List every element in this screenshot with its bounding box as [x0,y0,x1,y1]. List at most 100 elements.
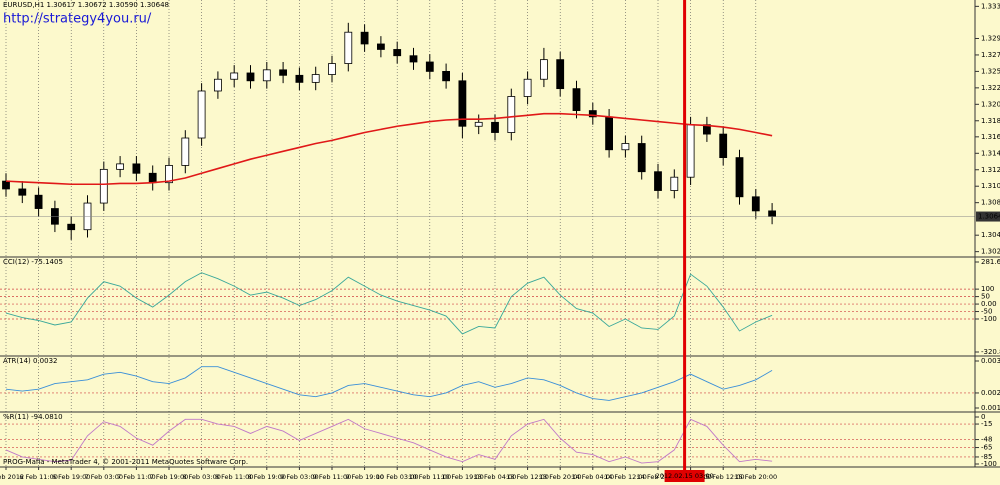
y-tick-label: 0.0037 [981,357,1000,365]
last-price-box [976,211,1000,222]
candle-body [458,80,467,127]
moving-average [5,112,773,186]
candle-body [67,223,76,231]
candle-body [409,55,418,63]
candle-body [393,49,402,57]
candle-body [328,63,336,75]
time-label: 9 Feb 19:00 [345,473,384,481]
time-label: 10 Feb 19:00 [441,473,484,481]
y-tick-label: 1.32920 [981,34,1000,42]
last-price-label: 1.30648 [978,213,1000,221]
candle-body [344,31,353,64]
candle-body [425,61,434,72]
candle-body [588,110,597,118]
y-tick-label: 1.31245 [981,166,1000,174]
candle-body [181,137,190,166]
y-tick-label: 1.31035 [981,182,1000,190]
y-tick-label: 1.30410 [981,231,1000,239]
candle-body [442,70,451,82]
y-tick-label: 0.002 [981,389,1000,397]
y-tick-label: -100 [981,460,997,468]
time-label: 7 Feb 19:00 [150,473,189,481]
candle-body [213,78,222,92]
y-tick-label: -65 [981,444,992,452]
y-tick-label: 1.33330 [981,2,1000,10]
candle-body [621,143,630,151]
y-tick-label: 100 [981,285,994,293]
pane-title: %R(11) -94.0810 [3,413,63,421]
candle-body [116,163,124,170]
indicator-line [5,366,773,401]
candle-body [572,88,581,111]
time-label: 7 Feb 03:00 [85,473,124,481]
time-label: 8 Feb 11:00 [215,473,254,481]
candle-body [670,176,679,191]
pane-title: ATR(14) 0.0032 [3,357,57,365]
footer: PROG-Mafia - MetaTrader 4, © 2001-2011 M… [3,458,248,466]
time-label: 6 Feb 11:00 [19,473,58,481]
candle-body [99,168,108,204]
y-tick-label: 0.00 [981,300,997,308]
candle-body [2,180,10,190]
y-tick-label: 0 [981,413,985,421]
indicator-line [5,272,773,335]
candle-body [654,171,662,191]
candle-body [491,121,499,133]
time-label: 14 Feb 04:00 [571,473,614,481]
candle-body [295,74,304,83]
candle-body [686,124,695,178]
time-label: 9 Feb 03:00 [280,473,319,481]
time-label: 8 Feb 19:00 [248,473,287,481]
y-tick-label: 1.31455 [981,149,1000,157]
y-tick-label: 1.31870 [981,117,1000,125]
candle-body [230,72,239,80]
time-label: 6 Feb 19:00 [52,473,91,481]
y-tick-label: -48 [981,436,992,444]
y-tick-label: -85 [981,453,992,461]
candle-body [246,72,255,82]
time-label: 7 Feb 11:00 [117,473,156,481]
candle-body [605,116,613,151]
candle-body [376,43,385,50]
time-label: 13 Feb 20:00 [539,473,582,481]
pane-title: CCI(12) -75.1405 [3,258,63,266]
candle-body [18,188,27,196]
y-tick-label: 50 [981,293,990,301]
candle-body [148,172,157,184]
candle-body [556,59,565,90]
time-label: 10 Feb 11:00 [408,473,451,481]
y-tick-label: -320.870 [981,348,1000,356]
candle-body [719,133,728,159]
y-tick-label: -50 [981,308,992,316]
y-tick-label: 1.32500 [981,67,1000,75]
candle-body [474,121,483,127]
candle-body [540,59,548,80]
candle-body [279,69,288,76]
candle-body [132,163,141,174]
candle-body [34,194,43,209]
y-tick-label: 1.32710 [981,51,1000,59]
y-tick-label: 1.32290 [981,84,1000,92]
y-tick-label: 0.0012 [981,404,1000,412]
candle-body [262,69,271,82]
time-label: 13 Feb 12:00 [506,473,549,481]
watermark: http://strategy4you.ru/ [3,12,152,27]
y-tick-label: 1.30200 [981,248,1000,256]
candle-body [751,196,760,212]
time-label: 10 Feb 03:00 [376,473,419,481]
candle-body [360,31,369,45]
candle-body [507,96,516,133]
time-label: 15 Feb 12:00 [702,473,745,481]
time-label: 6 Feb 2012 [0,473,24,481]
time-label: 8 Feb 03:00 [182,473,221,481]
y-tick-label: 281.642 [981,258,1000,266]
time-label: 13 Feb 04:00 [474,473,517,481]
cursor-label: 2012.02.15 03:00 [656,472,714,480]
candle-body [165,165,173,184]
time-label: 9 Feb 11:00 [313,473,352,481]
symbol-title: EURUSD,H1 1.30617 1.30672 1.30590 1.3064… [3,1,169,9]
candle-body [735,157,744,198]
y-tick-label: -15 [981,420,992,428]
